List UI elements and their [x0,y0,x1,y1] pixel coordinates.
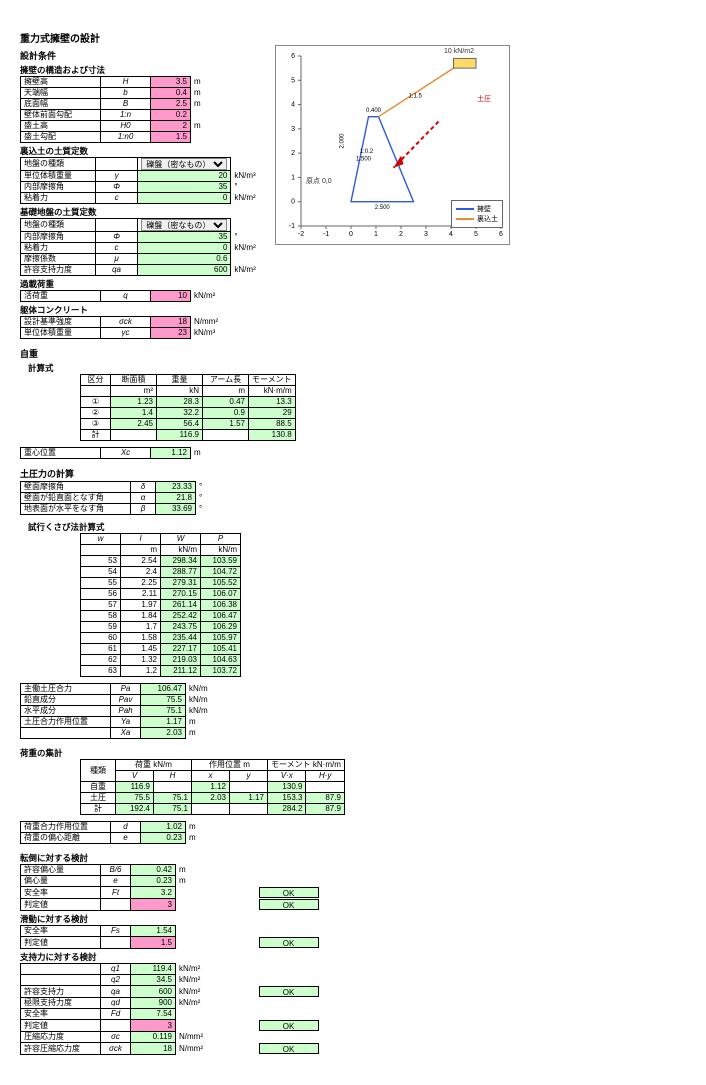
svg-text:2.000: 2.000 [340,133,346,149]
ok-badge: OK [259,887,319,898]
ok-badge: OK [259,1020,319,1031]
loads-header: 荷重の集計 [20,747,686,759]
cg-val: 1.12 [151,448,191,459]
cond-header: 設計条件 [20,49,265,62]
svg-text:6: 6 [291,53,295,60]
ep-sum: 主働土圧合力Pa106.47kN/m鉛直成分Pav75.5kN/m水平成分Pah… [20,683,221,739]
mass-sub: 計算式 [28,362,686,374]
svg-text:4: 4 [449,231,453,238]
svg-text:1.500: 1.500 [356,156,372,162]
svg-text:-2: -2 [298,231,304,238]
chart-legend: 擁壁裏込土 [451,200,503,228]
ep-label: 土圧 [477,94,491,104]
cg-unit: m [191,448,221,459]
svg-text:5: 5 [474,231,478,238]
svg-text:-1: -1 [323,231,329,238]
svg-text:0: 0 [291,199,295,206]
svg-text:2: 2 [399,231,403,238]
loads-tail: 荷重合力作用位置d1.02m荷重の偏心距離e0.23m [20,821,216,844]
cg-sym: Xc [101,448,151,459]
svg-text:5: 5 [291,77,295,84]
dims-table: 擁壁高H3.5m天端幅b0.4m底面幅B2.5m壁体前面勾配1:n0.2盛土高H… [20,76,226,143]
svg-text:0.400: 0.400 [366,108,382,114]
wedge-header: 試行くさび法計算式 [28,521,686,533]
surcharge-table: 活荷重q10kN/m² [20,290,226,302]
svg-text:2: 2 [291,150,295,157]
over-header: 転倒に対する検討 [20,852,686,864]
svg-text:3: 3 [424,231,428,238]
wedge-table: wlWP mkN/mkN/m532.54298.34103.59542.4288… [80,533,241,677]
fill-soil-table: 地盤の種類礫盤（密なもの）単位体積重量γ20kN/m³内部摩擦角Φ35°粘着力c… [20,157,265,204]
cg-name: 重心位置 [21,448,101,459]
loads-table: 種類 荷重 kN/m作用位置 mモーメント kN·m/m VHxyV·xH·y自… [80,759,345,815]
svg-text:-1: -1 [289,223,295,230]
svg-text:0: 0 [349,231,353,238]
chart: -2-10123456-101234562.5002.0001.5000.400… [275,45,510,245]
base-soil-table: 地盤の種類礫盤（密なもの）内部摩擦角Φ35°粘着力c0kN/m²摩擦係数μ0.6… [20,218,265,276]
origin-label: 原点 0,0 [306,176,332,186]
concrete-header: 躯体コンクリート [20,304,265,316]
mass-table: 区分断面積重量アーム長モーメント m²kNmkN·m/m①1.2328.30.4… [80,374,296,441]
soil-select[interactable]: 礫盤（密なもの） [141,158,227,170]
load-label: 10 kN/m2 [444,48,474,55]
ok-badge: OK [259,1043,319,1054]
page-title: 重力式擁壁の設計 [20,30,686,45]
ep-header: 土圧力の計算 [20,467,686,480]
svg-text:2.500: 2.500 [375,205,391,211]
surcharge-header: 過載荷重 [20,278,265,290]
svg-text:4: 4 [291,102,295,109]
svg-text:3: 3 [291,126,295,133]
ep-params: 壁面摩擦角δ23.33°壁面が鉛直面となす角α21.8°地表面が水平をなす角β3… [20,481,216,515]
ok-badge: OK [259,986,319,997]
soil-select[interactable]: 礫盤（密なもの） [141,219,227,231]
ok-badge: OK [259,899,319,910]
svg-text:1: 1 [374,231,378,238]
svg-text:6: 6 [499,231,503,238]
bear-header: 支持力に対する検討 [20,951,686,963]
cg-table: 重心位置 Xc 1.12 m [20,447,221,459]
fill-soil-header: 裏込土の土質定数 [20,145,265,157]
mass-header: 自重 [20,347,686,360]
dims-header: 擁壁の構造および寸法 [20,64,265,76]
concrete-table: 設計基準強度σck18N/mm²単位体積重量γc23kN/m³ [20,316,226,339]
svg-text:1: 1 [291,174,295,181]
svg-text:1:0.2: 1:0.2 [360,149,374,155]
base-soil-header: 基礎地盤の土質定数 [20,206,265,218]
ok-badge: OK [259,937,319,948]
slide-header: 滑動に対する検討 [20,913,686,925]
svg-text:1:1.5: 1:1.5 [409,93,423,99]
